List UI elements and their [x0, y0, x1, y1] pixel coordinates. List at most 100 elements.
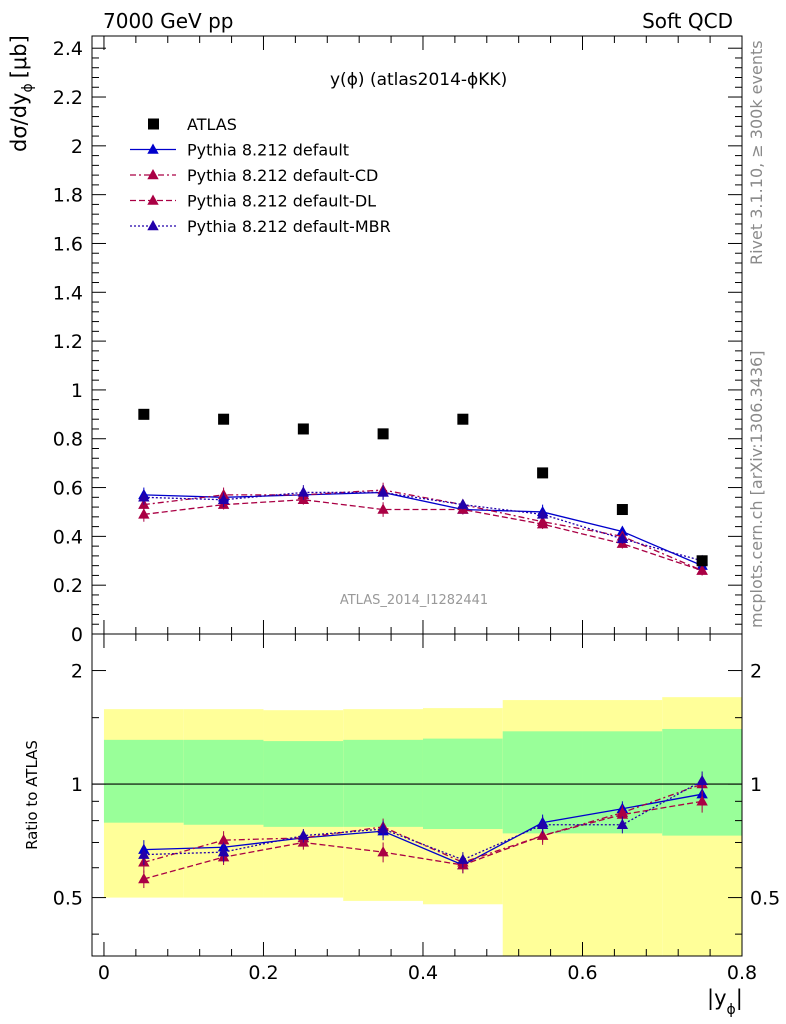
legend-label-2: Pythia 8.212 default-DL [187, 192, 376, 211]
main-ylabel-subscript: ϕ [20, 83, 36, 92]
legend-label-1: Pythia 8.212 default-CD [187, 166, 378, 185]
main-ytick-label-12: 2.4 [53, 38, 83, 60]
ratio-marker-2-0 [138, 873, 150, 884]
atlas-data-point-4 [457, 413, 469, 425]
ratio-xtick-label-2: 0.4 [408, 962, 438, 984]
main-marker-3-3 [377, 486, 389, 497]
legend-marker-0 [147, 143, 159, 154]
atlas-data-point-1 [218, 413, 230, 425]
main-marker-3-5 [536, 508, 549, 519]
legend-label-0: Pythia 8.212 default [187, 141, 349, 160]
ratio-marker-3-2 [297, 829, 310, 840]
legend: ATLAS Pythia 8.212 default Pythia 8.212 de… [130, 115, 391, 236]
ratio-green-band-3 [343, 739, 423, 827]
ratio-xlabel-text: |y [707, 986, 727, 1011]
main-ytick-label-1: 0.2 [53, 575, 83, 597]
main-ytick-label-8: 1.6 [53, 233, 83, 255]
ratio-green-band-1 [183, 739, 264, 825]
ratio-marker-3-1 [217, 846, 230, 857]
main-ytick-label-7: 1.4 [53, 282, 83, 304]
atlas-data-point-6 [616, 504, 628, 516]
ratio-marker-3-6 [616, 818, 629, 829]
main-marker-2-5 [536, 518, 549, 529]
ratio-frame [91, 633, 743, 957]
main-marker-2-7 [696, 564, 708, 575]
main-ytick-label-10: 2 [71, 136, 83, 158]
ratio-ytick-label-left-1: 1 [71, 774, 83, 796]
ratio-xtick-label-4: 0.8 [727, 962, 757, 984]
main-title: y(ϕ) (atlas2014-ϕKK) [330, 70, 507, 90]
main-ytick-label-4: 0.8 [53, 429, 83, 451]
energy-label: 7000 GeV pp [103, 9, 234, 33]
legend-marker-1 [147, 169, 159, 180]
main-marker-2-3 [377, 503, 389, 514]
main-marker-3-6 [616, 532, 629, 544]
atlas-data-point-3 [377, 428, 389, 440]
ratio-axis-ticks: 0.5 0.5 1 1 2 2 0 0.2 0.4 0.6 0.8 [53, 634, 780, 984]
ratio-ytick-label-right-0: 0.5 [750, 888, 780, 910]
main-marker-3-0 [138, 491, 150, 502]
main-series-line-1 [143, 489, 703, 572]
ratio-marker-2-5 [536, 829, 549, 840]
main-ytick-label-3: 0.6 [53, 478, 83, 500]
main-ytick-label-2: 0.4 [53, 526, 83, 548]
legend-marker-atlas [148, 118, 159, 130]
ratio-ytick-label-left-2: 2 [71, 661, 83, 683]
atlas-data-point-7 [696, 555, 708, 567]
atlas-data-point-5 [537, 467, 549, 479]
main-marker-3-4 [457, 498, 469, 509]
ratio-series-line-0 [143, 793, 703, 866]
main-ylabel-unit: [μb] [7, 35, 31, 78]
ratio-xlabel: |yϕ| [707, 986, 743, 1018]
legend-marker-3 [147, 220, 159, 231]
main-ytick-label-0: 0 [71, 624, 83, 646]
ratio-marker-3-7 [696, 774, 708, 786]
ratio-panel: 0.5 0.5 1 1 2 2 0 0.2 0.4 0.6 0.8 Ratio to ATLAS |… [23, 633, 780, 1018]
main-marker-3-2 [297, 486, 310, 497]
rivet-version-label: Rivet 3.1.10, ≥ 300k events [747, 40, 766, 265]
ratio-marker-1-1 [217, 834, 230, 845]
ratio-marker-2-6 [616, 808, 629, 819]
ratio-bands-layer [103, 697, 742, 956]
mcplots-label: mcplots.cern.ch [arXiv:1306.3436] [747, 351, 766, 628]
main-panel: 0 0.2 0.4 0.6 0.8 1 1.2 1.4 1.6 1.8 2 2.2 2.4 y(ϕ) (… [7, 35, 743, 646]
main-series-line-0 [143, 491, 703, 567]
ratio-xtick-label-0: 0 [98, 962, 110, 984]
main-ytick-label-9: 1.8 [53, 185, 83, 207]
ratio-series-line-3 [143, 780, 703, 861]
main-ylabel-text: dσ/dy [7, 93, 31, 152]
main-ylabel: dσ/dyϕ [μb] [7, 35, 36, 152]
atlas-data-point-2 [297, 423, 309, 435]
main-ytick-label-11: 2.2 [53, 87, 83, 109]
main-axis-ticks: 0 0.2 0.4 0.6 0.8 1 1.2 1.4 1.6 1.8 2 2.2 2.4 [53, 36, 743, 646]
main-series-line-2 [143, 499, 703, 572]
category-label: Soft QCD [642, 9, 733, 33]
atlas-data-point-0 [138, 408, 150, 420]
legend-marker-2 [147, 194, 159, 205]
ratio-marker-2-3 [377, 846, 389, 857]
ratio-ylabel: Ratio to ATLAS [23, 740, 41, 850]
main-series-line-3 [143, 491, 703, 562]
legend-label-atlas: ATLAS [187, 115, 237, 134]
analysis-watermark: ATLAS_2014_I1282441 [340, 593, 488, 608]
legend-label-3: Pythia 8.212 default-MBR [187, 217, 391, 236]
main-marker-3-1 [217, 493, 230, 504]
svg-text:dσ/dyϕ[μb]: dσ/dyϕ [μb] [7, 35, 36, 152]
ratio-xlabel-suffix: | [736, 986, 743, 1011]
ratio-xlabel-subscript: ϕ [727, 1002, 736, 1018]
ratio-xtick-label-1: 0.2 [248, 962, 278, 984]
ratio-marker-3-0 [138, 848, 150, 859]
ratio-marker-2-7 [696, 795, 708, 806]
ratio-green-band-0 [103, 739, 184, 823]
ratio-ytick-label-right-2: 2 [750, 661, 762, 683]
main-marker-2-0 [138, 508, 150, 519]
ratio-marker-3-3 [377, 823, 389, 834]
main-ytick-label-5: 1 [71, 380, 83, 402]
ratio-marker-3-4 [457, 853, 469, 864]
ratio-ytick-label-left-0: 0.5 [53, 888, 83, 910]
ratio-series-layer [138, 771, 708, 889]
ratio-ytick-label-right-1: 1 [750, 774, 762, 796]
ratio-marker-3-5 [536, 818, 549, 829]
ratio-xtick-label-3: 0.6 [567, 962, 597, 984]
